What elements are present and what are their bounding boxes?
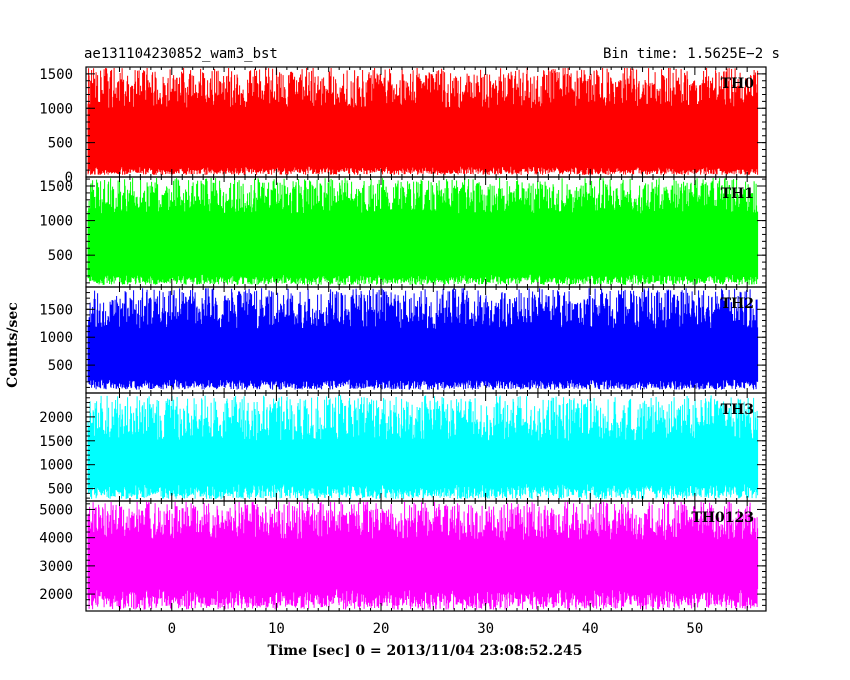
time-axis: 0 10 20 30 40 50	[168, 621, 704, 637]
panel-frame	[85, 500, 767, 612]
series-th1	[87, 178, 759, 285]
panel-th2: 500 1000 1500 TH2	[39, 286, 767, 394]
y-tick-label: 0	[65, 170, 73, 186]
y-tick-label: 1500	[39, 67, 73, 83]
bin-time-label: Bin time: 1.5625E−2 s	[603, 46, 780, 62]
series-th0123	[87, 502, 759, 610]
panel-th3: 500 1000 1500 2000 TH3	[39, 392, 767, 502]
panel-name-label: TH2	[721, 296, 754, 312]
panel-th0123: 2000 3000 4000 5000 TH0123	[39, 500, 767, 612]
y-tick-label: 500	[48, 482, 73, 498]
series-th3	[87, 395, 759, 500]
y-tick-label: 4000	[39, 531, 73, 547]
y-tick-label: 1500	[39, 302, 73, 318]
x-tick-label: 20	[373, 621, 390, 637]
y-tick-label: 500	[48, 358, 73, 374]
panel-stack: 0 500 1000 1500 TH0 500 1000 1500 TH1 500 1000 1500…	[39, 66, 767, 612]
panel-name-label: TH3	[721, 402, 754, 418]
y-tick-label: 5000	[39, 502, 73, 518]
y-tick-label: 2000	[39, 410, 73, 426]
panel-th1: 500 1000 1500 TH1	[39, 176, 767, 288]
panel-th0: 0 500 1000 1500 TH0	[39, 66, 767, 186]
panel-name-label: TH0123	[691, 510, 754, 526]
panel-name-label: TH0	[721, 76, 755, 92]
y-tick-label: 500	[48, 136, 73, 152]
x-tick-label: 10	[268, 621, 285, 637]
series-th2	[87, 288, 759, 390]
panel-name-label: TH1	[721, 186, 754, 202]
y-tick-label: 1000	[39, 101, 73, 117]
x-axis-label: Time [sec] 0 = 2013/11/04 23:08:52.245	[268, 643, 583, 659]
series-th0	[87, 68, 759, 175]
y-tick-label: 1500	[39, 434, 73, 450]
y-tick-label: 1000	[39, 214, 73, 230]
x-tick-label: 50	[686, 621, 703, 637]
x-tick-label: 30	[477, 621, 494, 637]
y-tick-label: 1000	[39, 458, 73, 474]
x-tick-label: 40	[582, 621, 599, 637]
y-tick-label: 2000	[39, 587, 73, 603]
y-tick-label: 1500	[39, 179, 73, 195]
y-tick-label: 500	[48, 248, 73, 264]
y-axis-label: Counts/sec	[5, 302, 21, 388]
x-tick-label: 0	[168, 621, 176, 637]
y-tick-label: 3000	[39, 559, 73, 575]
y-tick-label: 1000	[39, 330, 73, 346]
observation-id-title: ae131104230852_wam3_bst	[84, 46, 278, 62]
